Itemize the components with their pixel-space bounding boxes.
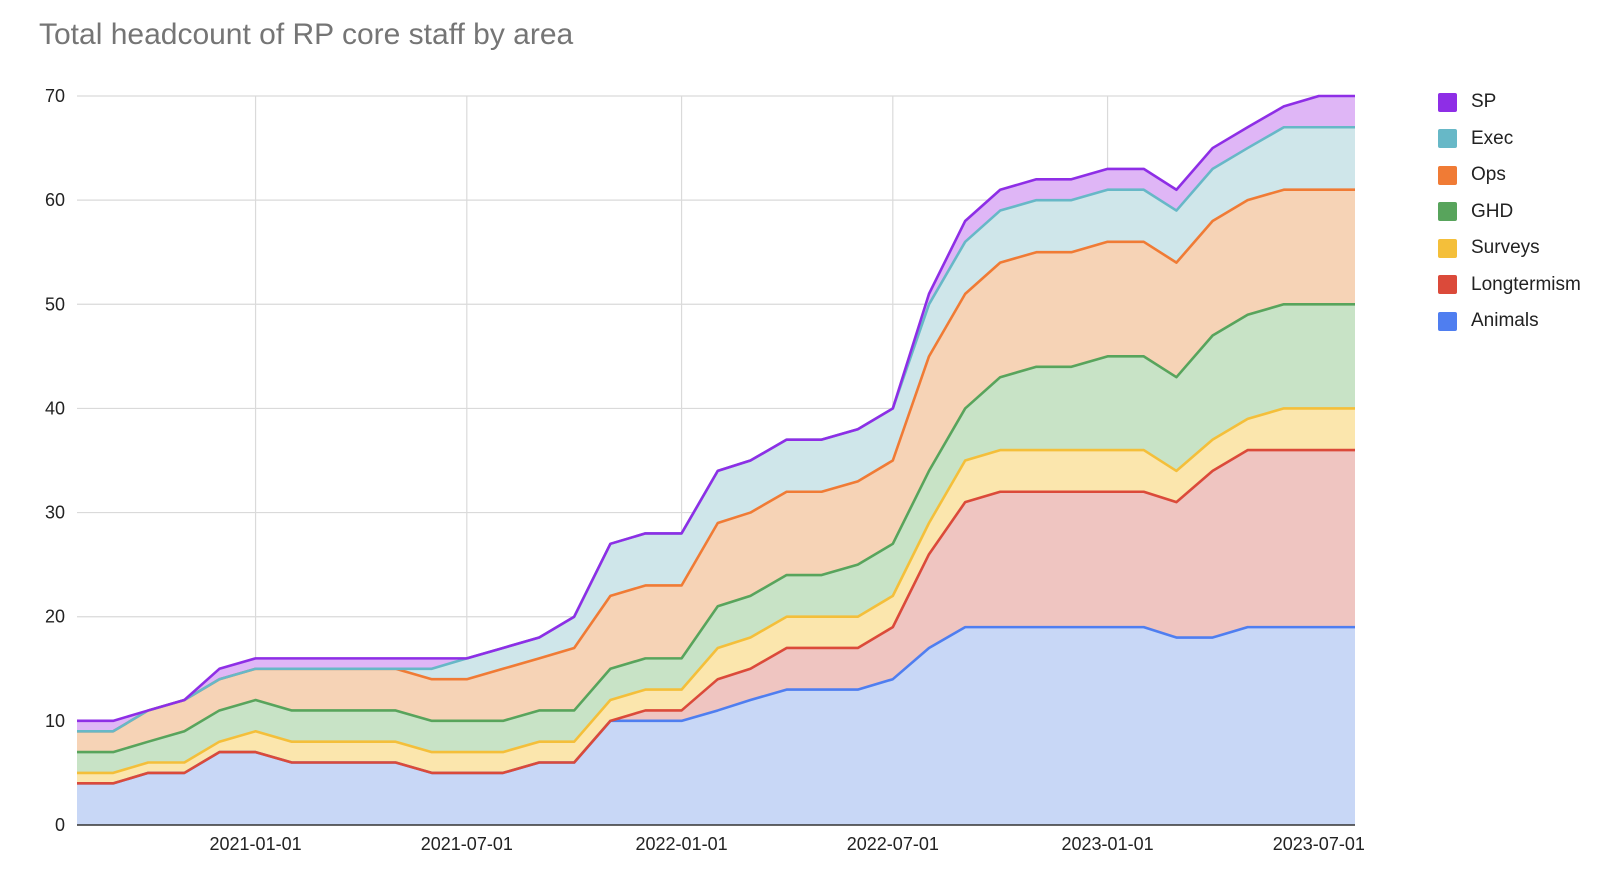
legend-item-animals: Animals — [1438, 303, 1581, 340]
area-animals — [77, 627, 1355, 825]
y-tick-label: 30 — [45, 503, 65, 523]
legend-item-sp: SP — [1438, 84, 1581, 121]
line-ghd — [77, 302, 1355, 754]
legend-label: Longtermism — [1471, 273, 1581, 295]
x-tick-label: 2021-01-01 — [210, 834, 302, 854]
legend-swatch — [1438, 129, 1457, 149]
legend-label: GHD — [1471, 200, 1514, 222]
area-ops — [77, 189, 1355, 753]
legend-swatch — [1438, 311, 1457, 331]
legend-swatch — [1438, 275, 1457, 295]
area-surveys — [77, 408, 1355, 784]
legend-label: Exec — [1471, 127, 1514, 149]
legend-label: Animals — [1471, 310, 1539, 332]
legend-swatch — [1438, 165, 1457, 185]
legend-label: SP — [1471, 91, 1497, 113]
series-lines — [77, 94, 1355, 785]
legend-label: Ops — [1471, 164, 1506, 186]
x-tick-label: 2021-07-01 — [421, 834, 513, 854]
legend-swatch — [1438, 92, 1457, 112]
y-tick-label: 40 — [45, 398, 65, 418]
y-tick-label: 60 — [45, 190, 65, 210]
axes: 0 10 20 30 40 50 60 70 2021-01-01 2021-07-01 2022-… — [45, 86, 1365, 854]
legend-swatch — [1438, 238, 1457, 258]
legend-item-longtermism: Longtermism — [1438, 267, 1581, 304]
legend: SP Exec Ops GHD Surveys Longtermism Animals — [1438, 84, 1581, 340]
area-ghd — [77, 304, 1355, 773]
line-sp — [77, 94, 1355, 723]
legend-item-ops: Ops — [1438, 157, 1581, 194]
y-tick-label: 10 — [45, 711, 65, 731]
legend-label: Surveys — [1471, 237, 1540, 259]
x-tick-label: 2023-01-01 — [1062, 834, 1154, 854]
line-surveys — [77, 407, 1355, 775]
y-tick-label: 0 — [55, 815, 65, 835]
legend-item-ghd: GHD — [1438, 194, 1581, 231]
line-longtermism — [77, 448, 1355, 785]
x-tick-label: 2023-07-01 — [1273, 834, 1365, 854]
x-tick-label: 2022-01-01 — [636, 834, 728, 854]
legend-item-exec: Exec — [1438, 121, 1581, 158]
chart-title: Total headcount of RP core staff by area — [39, 18, 574, 51]
area-exec — [77, 127, 1355, 732]
x-tick-label: 2022-07-01 — [847, 834, 939, 854]
y-tick-label: 50 — [45, 294, 65, 314]
legend-item-surveys: Surveys — [1438, 230, 1581, 267]
area-longtermism — [77, 450, 1355, 784]
area-fills — [77, 96, 1355, 825]
legend-swatch — [1438, 202, 1457, 222]
y-tick-label: 70 — [45, 86, 65, 106]
y-tick-label: 20 — [45, 607, 65, 627]
